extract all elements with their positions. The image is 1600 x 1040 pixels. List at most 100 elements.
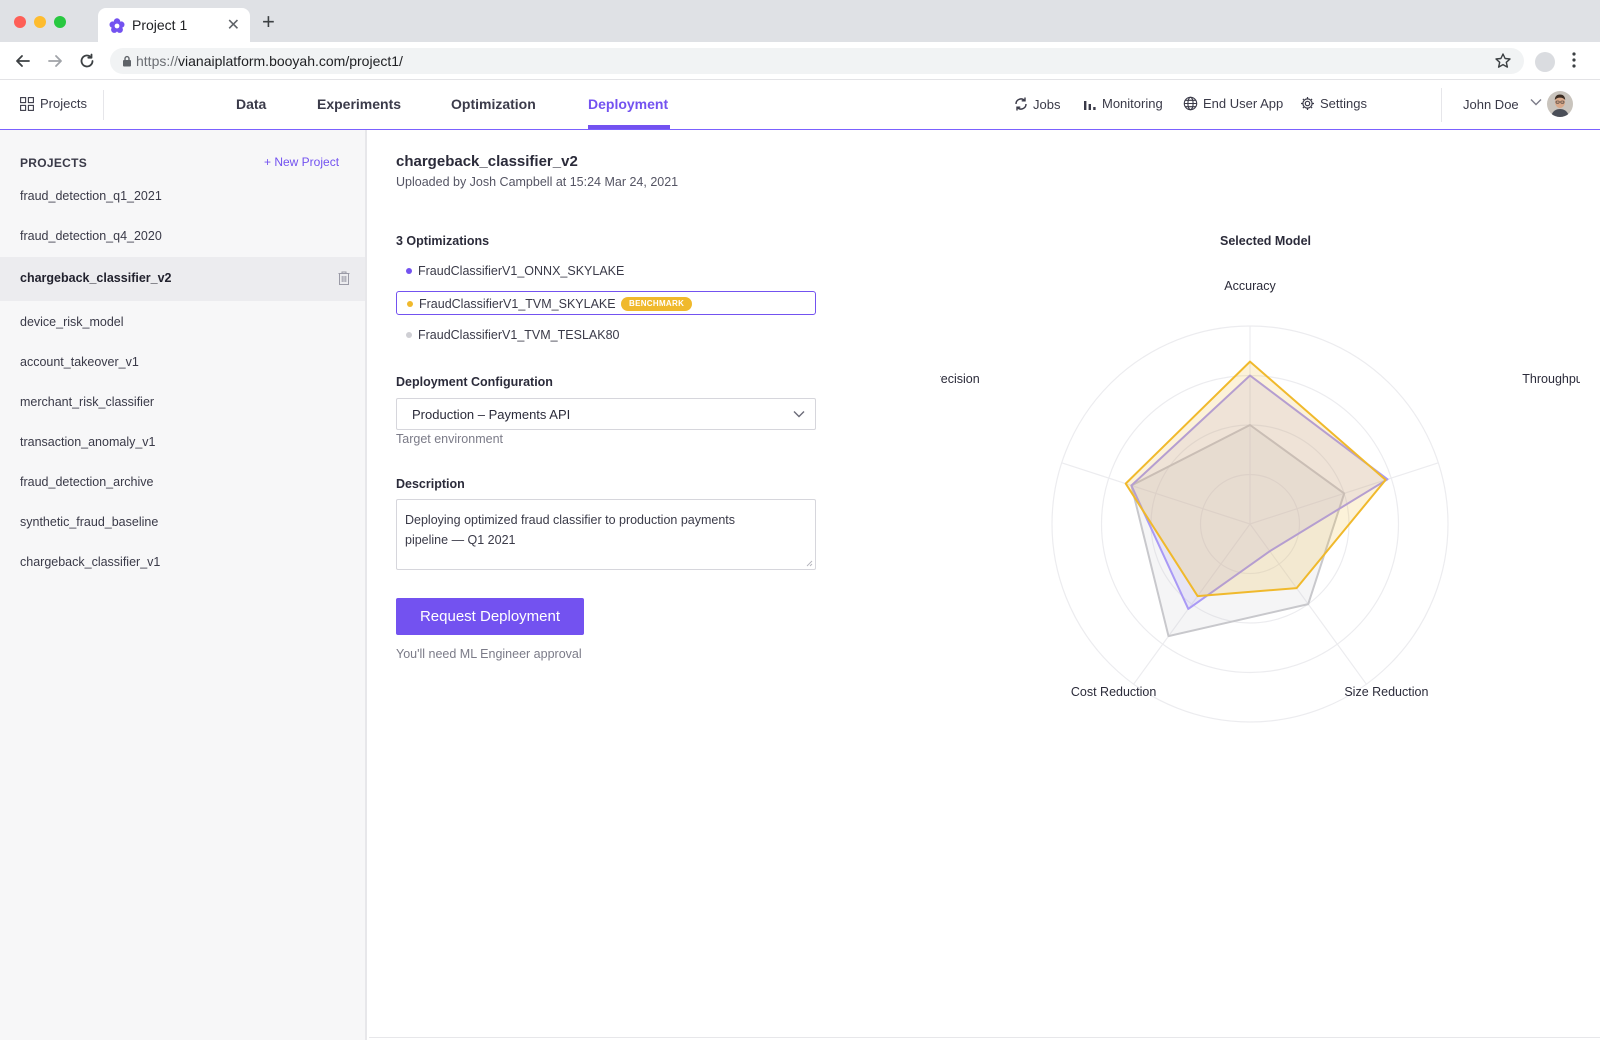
tab-experiments[interactable]: Experiments [317,96,402,112]
browser-tab-strip: Project 1 ✕ + [0,0,1600,42]
deployment-config-select[interactable]: Production – Payments API [396,398,816,430]
optimization-item[interactable]: FraudClassifierV1_TVM_TESLAK80 [396,323,816,347]
forward-arrow-icon[interactable] [44,50,66,72]
sidebar-item-label: chargeback_classifier_v2 [20,271,172,285]
tab-title: Project 1 [132,17,188,33]
new-project-link[interactable]: + New Project [264,155,340,169]
sidebar-item-label: merchant_risk_classifier [20,395,155,409]
sidebar-item-transaction-anomaly-v1[interactable]: transaction_anomaly_v1 [0,423,365,463]
chevron-down-icon[interactable] [1530,98,1542,106]
optimizations-heading: 3 Optimizations [396,234,490,248]
maximize-window-button[interactable] [54,16,66,28]
projects-sidebar: PROJECTS + New Project fraud_detection_q… [0,130,367,1040]
bar-chart-icon [1084,100,1096,110]
chart-title: Selected Model [1220,234,1311,248]
resize-handle-icon[interactable] [805,559,813,567]
active-tab-indicator [588,125,670,129]
radar-chart: Accuracy Throughput Size Reduction Cost Red… [940,279,1580,723]
radar-axis-label: Precision [940,372,980,386]
sidebar-item-merchant-risk-classifier[interactable]: merchant_risk_classifier [0,383,365,423]
radar-spoke [1061,462,1251,525]
content-bottom-border [369,1037,1600,1038]
sidebar-item-fraud-detection-q1-2021[interactable]: fraud_detection_q1_2021 [0,177,365,217]
bookmark-star-icon[interactable] [1494,52,1512,70]
new-tab-icon[interactable]: + [262,9,275,34]
close-window-button[interactable] [14,16,26,28]
refresh-icon [1015,97,1027,111]
tab-deployment[interactable]: Deployment [588,96,669,112]
series-color-dot [406,332,412,338]
upload-info: Uploaded by Josh Campbell at 15:24 Mar 2… [396,175,679,189]
settings-link[interactable]: Settings [1300,96,1367,111]
sidebar-item-label: fraud_detection_q4_2020 [20,229,162,243]
sidebar-item-device-risk-model[interactable]: device_risk_model [0,303,365,343]
browser-toolbar: https://vianaiplatform.booyah.com/projec… [0,42,1600,80]
sidebar-item-fraud-detection-q4-2020[interactable]: fraud_detection_q4_2020 [0,217,365,257]
jobs-link[interactable]: Jobs [1014,96,1060,112]
end-user-app-label: End User App [1203,96,1284,111]
monitoring-link[interactable]: Monitoring [1083,96,1163,111]
series-color-dot [406,268,412,274]
sidebar-item-label: transaction_anomaly_v1 [20,435,156,449]
url-text: https://vianaiplatform.booyah.com/projec… [136,53,403,69]
description-textarea[interactable]: Deploying optimized fraud classifier to … [396,499,816,570]
sidebar-item-synthetic-fraud-baseline[interactable]: synthetic_fraud_baseline [0,503,365,543]
jobs-label: Jobs [1033,96,1061,112]
globe-icon [1183,96,1198,111]
optimization-name: FraudClassifierV1_ONNX_SKYLAKE [418,264,625,278]
header-divider [1441,88,1442,122]
description-label: Description [396,477,465,491]
sidebar-item-label: chargeback_classifier_v1 [20,555,161,569]
request-deployment-button[interactable]: Request Deployment [396,598,584,635]
back-arrow-icon[interactable] [12,50,34,72]
minimize-window-button[interactable] [34,16,46,28]
end-user-app-link[interactable]: End User App [1183,96,1283,111]
tab-optimization[interactable]: Optimization [451,96,536,112]
projects-link-label: Projects [40,96,87,111]
sidebar-item-fraud-detection-archive[interactable]: fraud_detection_archive [0,463,365,503]
browser-tab[interactable]: Project 1 ✕ [98,8,250,42]
flower-logo-icon [109,18,125,33]
radar-axis-label: Accuracy [1224,279,1276,293]
radar-spoke [1133,523,1251,685]
chevron-down-icon [793,411,805,418]
radar-axis-label: Throughput [1522,372,1580,386]
sidebar-item-label: fraud_detection_q1_2021 [20,189,162,203]
sidebar-item-chargeback-classifier-v1[interactable]: chargeback_classifier_v1 [0,543,365,583]
grid-icon [20,96,34,111]
sidebar-item-account-takeover-v1[interactable]: account_takeover_v1 [0,343,365,383]
close-tab-icon[interactable]: ✕ [226,17,240,34]
optimization-item[interactable]: FraudClassifierV1_ONNX_SKYLAKE [396,259,816,283]
reload-icon[interactable] [76,50,98,72]
browser-menu-icon[interactable] [1572,52,1576,68]
user-avatar[interactable] [1547,91,1573,117]
projects-link[interactable]: Projects [20,96,87,111]
deployment-config-label: Deployment Configuration [396,375,553,389]
profile-avatar-icon[interactable] [1535,52,1555,72]
radar-axis-label: Size Reduction [1344,685,1428,699]
description-text: Deploying optimized fraud classifier to … [405,513,736,547]
approval-note: You'll need ML Engineer approval [396,647,582,661]
sidebar-item-label: device_risk_model [20,315,124,329]
optimization-name: FraudClassifierV1_TVM_SKYLAKE [419,297,616,311]
sidebar-item-chargeback-classifier-v2[interactable]: chargeback_classifier_v2 [0,257,365,301]
optimization-name: FraudClassifierV1_TVM_TESLAK80 [418,328,620,342]
header-divider [103,90,104,120]
radar-series-polygon [1130,424,1346,638]
user-name[interactable]: John Doe [1463,97,1519,112]
deployment-config-value: Production – Payments API [412,407,571,422]
optimization-item-selected[interactable]: FraudClassifierV1_TVM_SKYLAKE BENCHMARK [396,291,816,315]
sidebar-title: PROJECTS [20,156,88,170]
page-title: chargeback_classifier_v2 [396,153,578,170]
trash-icon[interactable] [338,271,350,285]
tab-data[interactable]: Data [236,96,267,112]
sidebar-item-label: synthetic_fraud_baseline [20,515,159,529]
address-bar[interactable]: https://vianaiplatform.booyah.com/projec… [110,48,1524,74]
deployment-config-helper: Target environment [396,432,504,446]
settings-label: Settings [1320,96,1367,111]
lock-icon [123,55,131,67]
sidebar-item-label: fraud_detection_archive [20,475,154,489]
benchmark-badge: BENCHMARK [621,297,693,311]
monitoring-label: Monitoring [1102,96,1163,111]
sidebar-item-label: account_takeover_v1 [20,355,139,369]
